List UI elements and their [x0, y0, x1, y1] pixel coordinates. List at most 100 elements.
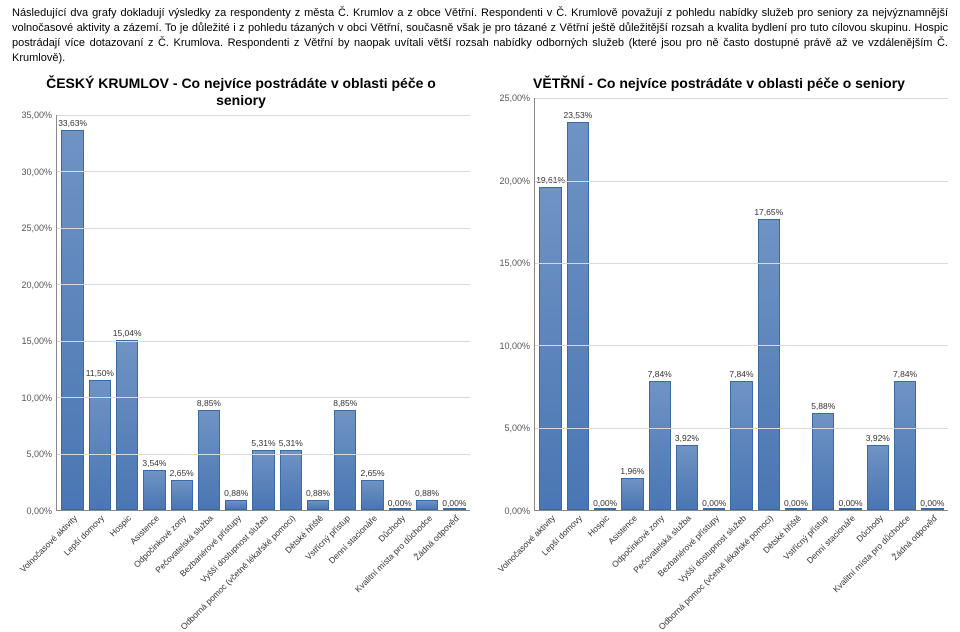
gridline — [57, 454, 470, 455]
left-chart: ČESKÝ KRUMLOV - Co nejvíce postrádáte v … — [6, 69, 476, 597]
y-tick: 15,00% — [21, 336, 52, 346]
bar-value-label: 0,00% — [784, 498, 808, 508]
gridline — [57, 284, 470, 285]
bar-value-label: 1,96% — [620, 466, 644, 476]
y-tick: 0,00% — [26, 506, 52, 516]
bar — [252, 450, 274, 510]
bar-value-label: 23,53% — [563, 110, 592, 120]
bar-slot: 7,84% — [728, 98, 755, 510]
x-label-slot: Žádná odpověď — [919, 511, 946, 593]
y-tick: 35,00% — [21, 110, 52, 120]
bar-slot: 11,50% — [86, 115, 113, 510]
right-chart: VĚTŘNÍ - Co nejvíce postrádáte v oblasti… — [484, 69, 954, 597]
bar-value-label: 0,00% — [442, 498, 466, 508]
bar-value-label: 5,88% — [811, 401, 835, 411]
bar-value-label: 0,00% — [593, 498, 617, 508]
bar-slot: 0,00% — [782, 98, 809, 510]
x-label-slot: Lepší domovy — [85, 511, 112, 593]
page: Následující dva grafy dokladují výsledky… — [0, 0, 960, 603]
x-label: Hospic — [108, 513, 133, 538]
bar — [171, 480, 193, 510]
bar-slot: 0,00% — [386, 115, 413, 510]
right-y-axis: 0,00%5,00%10,00%15,00%20,00%25,00% — [490, 98, 534, 511]
bar-value-label: 33,63% — [58, 118, 87, 128]
bar-value-label: 0,88% — [415, 488, 439, 498]
y-tick: 15,00% — [499, 258, 530, 268]
bar-value-label: 3,92% — [866, 433, 890, 443]
gridline — [535, 428, 948, 429]
y-tick: 20,00% — [21, 280, 52, 290]
bar-value-label: 2,65% — [170, 468, 194, 478]
bar — [143, 470, 165, 510]
left-plot-wrapper: 0,00%5,00%10,00%15,00%20,00%25,00%30,00%… — [12, 115, 470, 511]
y-tick: 10,00% — [499, 341, 530, 351]
bar-value-label: 2,65% — [360, 468, 384, 478]
bar-slot: 2,65% — [359, 115, 386, 510]
right-x-axis: Volnočasové aktivityLepší domovyHospicAs… — [534, 511, 948, 593]
right-plot-wrapper: 0,00%5,00%10,00%15,00%20,00%25,00% 19,61… — [490, 98, 948, 511]
y-tick: 20,00% — [499, 176, 530, 186]
bar-value-label: 0,00% — [838, 498, 862, 508]
bar — [389, 508, 411, 510]
right-chart-body: 0,00%5,00%10,00%15,00%20,00%25,00% 19,61… — [490, 98, 948, 593]
bar — [361, 480, 383, 510]
bar-slot: 0,88% — [304, 115, 331, 510]
bar — [839, 508, 861, 510]
bar-slot: 33,63% — [59, 115, 86, 510]
bar-value-label: 0,88% — [224, 488, 248, 498]
left-plot: 33,63%11,50%15,04%3,54%2,65%8,85%0,88%5,… — [56, 115, 470, 511]
bar — [676, 445, 698, 510]
gridline — [57, 397, 470, 398]
bar — [225, 500, 247, 510]
bar-slot: 7,84% — [891, 98, 918, 510]
gridline — [57, 171, 470, 172]
charts-row: ČESKÝ KRUMLOV - Co nejvíce postrádáte v … — [0, 69, 960, 603]
x-label-slot: Hospic — [113, 511, 140, 593]
bar — [730, 381, 752, 510]
bar-value-label: 7,84% — [893, 369, 917, 379]
bar-slot: 7,84% — [646, 98, 673, 510]
bar-slot: 0,88% — [413, 115, 440, 510]
bar-value-label: 0,00% — [388, 498, 412, 508]
bar — [921, 508, 943, 510]
left-chart-body: 0,00%5,00%10,00%15,00%20,00%25,00%30,00%… — [12, 115, 470, 593]
bar-slot: 19,61% — [537, 98, 564, 510]
bar-slot: 5,88% — [810, 98, 837, 510]
bar — [703, 508, 725, 510]
bar-slot: 17,65% — [755, 98, 782, 510]
left-x-axis: Volnočasové aktivityLepší domovyHospicAs… — [56, 511, 470, 593]
bar — [89, 380, 111, 510]
y-tick: 5,00% — [504, 423, 530, 433]
left-bars: 33,63%11,50%15,04%3,54%2,65%8,85%0,88%5,… — [57, 115, 470, 510]
bar-value-label: 7,84% — [648, 369, 672, 379]
bar-value-label: 3,92% — [675, 433, 699, 443]
bar-slot: 0,00% — [441, 115, 468, 510]
bar — [594, 508, 616, 510]
gridline — [57, 228, 470, 229]
bar-value-label: 8,85% — [197, 398, 221, 408]
bar-slot: 2,65% — [168, 115, 195, 510]
left-chart-title: ČESKÝ KRUMLOV - Co nejvíce postrádáte v … — [12, 73, 470, 115]
bar — [785, 508, 807, 510]
bar — [198, 410, 220, 510]
y-tick: 30,00% — [21, 167, 52, 177]
bar-value-label: 11,50% — [86, 368, 114, 378]
bar-value-label: 8,85% — [333, 398, 357, 408]
bar-slot: 3,54% — [141, 115, 168, 510]
bar-value-label: 5,31% — [279, 438, 303, 448]
left-y-axis: 0,00%5,00%10,00%15,00%20,00%25,00%30,00%… — [12, 115, 56, 511]
x-label-slot: Hospic — [591, 511, 618, 593]
bar — [894, 381, 916, 510]
bar — [307, 500, 329, 510]
bar — [334, 410, 356, 510]
bar-value-label: 17,65% — [754, 207, 783, 217]
bar-slot: 23,53% — [564, 98, 591, 510]
bar-value-label: 3,54% — [142, 458, 166, 468]
bar-slot: 8,85% — [332, 115, 359, 510]
bar-slot: 3,92% — [864, 98, 891, 510]
right-plot: 19,61%23,53% 0,00% 1,96% 7,84% 3,92% 0,00% 7,8… — [534, 98, 948, 511]
bar-slot: 15,04% — [114, 115, 141, 510]
bar-slot: 5,31% — [250, 115, 277, 510]
bar — [116, 340, 138, 510]
right-bars: 19,61%23,53% 0,00% 1,96% 7,84% 3,92% 0,00% 7,8… — [535, 98, 948, 510]
